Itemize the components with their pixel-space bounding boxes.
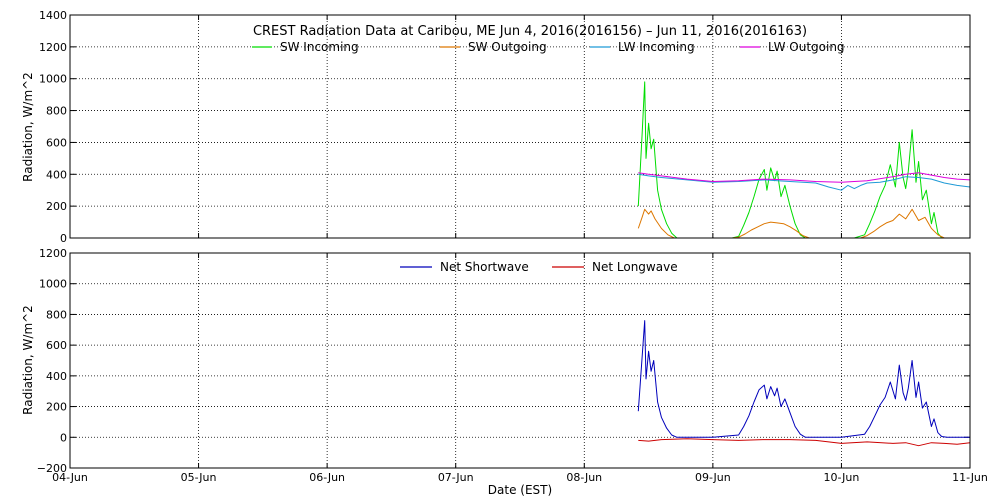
- series-line-sw-incoming: [637, 81, 970, 239]
- series-line-net-shortwave: [637, 320, 970, 438]
- legend-label-sw-outgoing: SW Outgoing: [468, 40, 547, 54]
- x-ticks-bottom: 04-Jun 05-Jun 06-Jun 07-Jun 08-Jun 09-Jun 10-J…: [52, 471, 988, 484]
- y-tick-label: 0: [60, 232, 67, 245]
- series-group-top: [637, 81, 971, 239]
- series-group-bottom: [637, 320, 971, 447]
- y-tick-label: 800: [46, 105, 67, 118]
- series-line-lw-incoming: [638, 173, 971, 191]
- y-tick-label: 1200: [39, 247, 67, 260]
- y-tick-label: 1000: [39, 278, 67, 291]
- y-tick-label: 1400: [39, 9, 67, 22]
- legend-label-net-longwave: Net Longwave: [592, 260, 678, 274]
- x-tick-label: 04-Jun: [52, 471, 88, 484]
- y-tick-label: 1200: [39, 41, 67, 54]
- y-tick-label: 0: [60, 431, 67, 444]
- y-ticks-top: 0 200 400 600 800 1000 1200 1400: [39, 9, 67, 245]
- plot-frame-bottom: [69, 252, 971, 469]
- y-tick-label: 1000: [39, 73, 67, 86]
- x-tick-label: 10-Jun: [824, 471, 860, 484]
- plot-frame-top: [69, 14, 971, 239]
- series-line-net-longwave: [638, 438, 971, 447]
- y-ticks-bottom: −200 0 200 400 600 800 1000 1200: [37, 247, 67, 475]
- legend-label-sw-incoming: SW Incoming: [280, 40, 359, 54]
- y-tick-label: 800: [46, 308, 67, 321]
- legend-label-net-shortwave: Net Shortwave: [440, 260, 529, 274]
- legend-bottom: Net Shortwave Net Longwave: [400, 260, 678, 274]
- y-tick-label: 200: [46, 200, 67, 213]
- y-axis-title-top: Radiation, W/m^2: [21, 72, 35, 182]
- grid-bottom: [69, 252, 971, 469]
- y-tick-label: 600: [46, 136, 67, 149]
- panel-incoming-outgoing: 0 200 400 600 800 1000 1200 1400 CREST Radiatio…: [21, 9, 971, 245]
- y-axis-title-bottom: Radiation, W/m^2: [21, 305, 35, 415]
- x-tick-label: 11-Jun: [952, 471, 988, 484]
- legend-top: SW Incoming SW Outgoing LW Incoming LW Outg…: [252, 40, 845, 54]
- x-tick-label: 08-Jun: [566, 471, 602, 484]
- grid-top: [69, 14, 971, 239]
- y-tick-label: 600: [46, 339, 67, 352]
- y-tick-label: 400: [46, 370, 67, 383]
- y-tick-label: −200: [37, 462, 67, 475]
- y-tick-label: 400: [46, 168, 67, 181]
- x-axis-title: Date (EST): [488, 483, 552, 497]
- panel-net-radiation: −200 0 200 400 600 800 1000 1200 04-Jun 05-Jun 06…: [21, 247, 988, 497]
- x-tick-label: 07-Jun: [438, 471, 474, 484]
- legend-label-lw-outgoing: LW Outgoing: [768, 40, 845, 54]
- x-tick-label: 09-Jun: [695, 471, 731, 484]
- x-tick-label: 06-Jun: [309, 471, 345, 484]
- chart-title: CREST Radiation Data at Caribou, ME Jun …: [253, 24, 807, 39]
- series-line-lw-outgoing: [638, 172, 971, 183]
- y-tick-label: 200: [46, 401, 67, 414]
- x-tick-label: 05-Jun: [181, 471, 217, 484]
- legend-label-lw-incoming: LW Incoming: [618, 40, 695, 54]
- series-line-sw-outgoing: [637, 208, 970, 239]
